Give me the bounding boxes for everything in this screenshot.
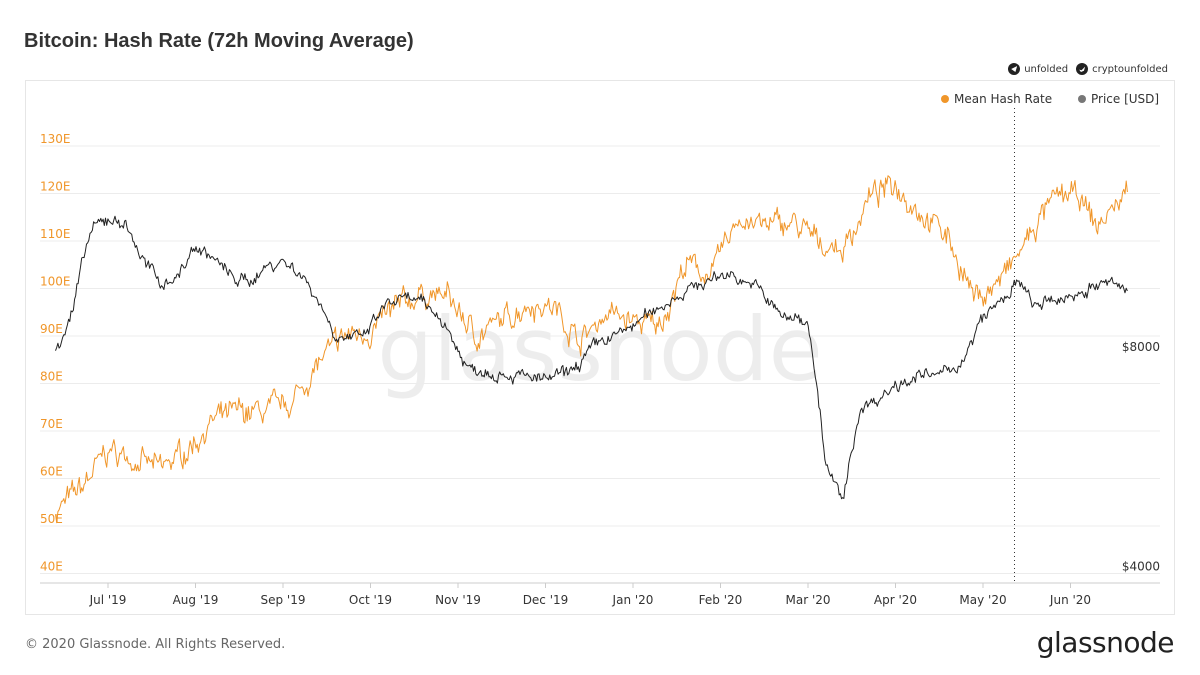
y-tick-label: 130E: [40, 132, 71, 146]
telegram-icon: [1008, 63, 1021, 75]
twitter-icon: [1076, 63, 1089, 75]
social-handles: unfolded cryptounfolded: [1008, 63, 1168, 75]
y-tick-label: 60E: [40, 465, 63, 479]
twitter-handle: cryptounfolded: [1092, 63, 1168, 75]
telegram-handle: unfolded: [1024, 63, 1069, 75]
y-tick-label: 110E: [40, 227, 71, 241]
x-tick-label: May '20: [959, 593, 1006, 607]
y-tick-label: 100E: [40, 275, 71, 289]
x-tick-label: Nov '19: [435, 593, 481, 607]
x-tick-label: Jan '20: [612, 593, 654, 607]
brand-logo: glassnode: [1036, 626, 1175, 659]
x-tick-label: Jun '20: [1049, 593, 1091, 607]
x-tick-label: Oct '19: [349, 593, 392, 607]
price-line: [55, 215, 1128, 500]
x-tick-label: Sep '19: [261, 593, 306, 607]
legend-price-dot: [1078, 95, 1086, 103]
x-axis: Jul '19 Aug '19 Sep '19 Oct '19 Nov '19 Dec '…: [89, 583, 1091, 607]
y-axis-right: $4000 $8000: [1122, 340, 1160, 574]
x-tick-label: Apr '20: [874, 593, 917, 607]
series-group: [55, 175, 1128, 524]
y-tick-label: 50E: [40, 512, 63, 526]
y-tick-label: 70E: [40, 417, 63, 431]
chart-frame: [25, 80, 1175, 615]
legend-hash-rate-label: Mean Hash Rate: [954, 92, 1052, 106]
copyright: © 2020 Glassnode. All Rights Reserved.: [25, 637, 286, 652]
x-tick-label: Aug '19: [173, 593, 219, 607]
y-axis-left: 40E 50E 60E 70E 80E 90E 100E 110E 120E 130E: [40, 132, 71, 574]
y-tick-label: 90E: [40, 322, 63, 336]
y-tick-label: 120E: [40, 180, 71, 194]
chart-title: Bitcoin: Hash Rate (72h Moving Average): [24, 30, 414, 52]
legend-price-label: Price [USD]: [1091, 92, 1159, 106]
watermark: glassnode: [377, 298, 823, 401]
y-tick-label: 80E: [40, 370, 63, 384]
price-tick-label: $4000: [1122, 560, 1160, 574]
x-tick-label: Jul '19: [89, 593, 127, 607]
hash-rate-line: [55, 175, 1128, 524]
legend[interactable]: Mean Hash Rate Price [USD]: [941, 92, 1159, 106]
x-tick-label: Dec '19: [523, 593, 569, 607]
x-tick-label: Mar '20: [785, 593, 830, 607]
price-tick-label: $8000: [1122, 340, 1160, 354]
legend-hash-rate-dot: [941, 95, 949, 103]
y-tick-label: 40E: [40, 560, 63, 574]
gridlines: [40, 145, 1160, 584]
x-tick-label: Feb '20: [699, 593, 743, 607]
